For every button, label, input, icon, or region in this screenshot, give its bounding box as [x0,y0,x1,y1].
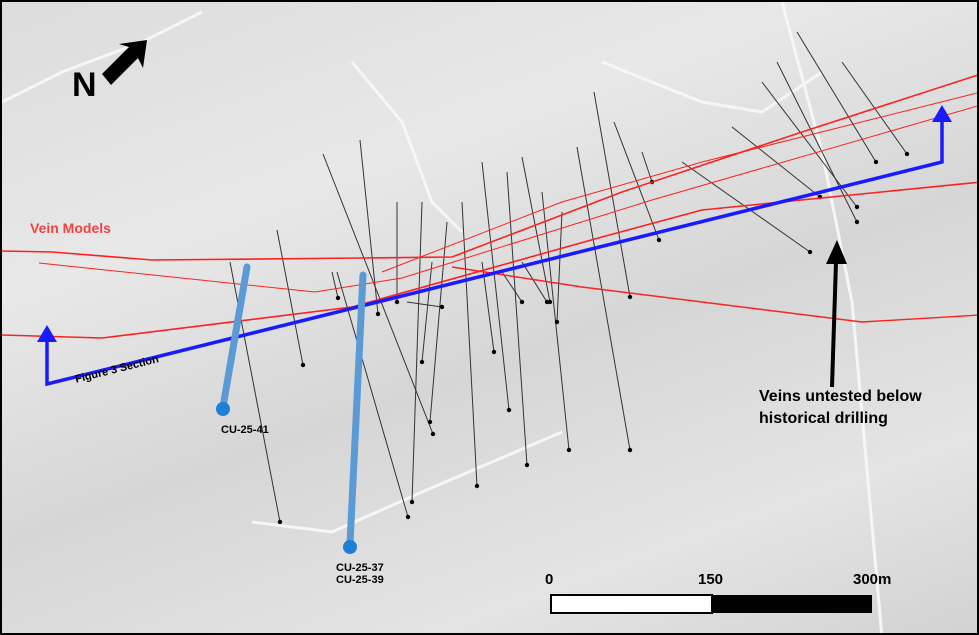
drill-trace-end [419,359,425,365]
drill-hole-cu-25-41 [216,263,251,416]
drill-trace [556,211,563,323]
drill-trace [276,229,304,366]
section-line [45,122,944,387]
drill-trace [322,153,434,435]
drill-hole-label-group: CU-25-37 CU-25-39 [336,562,384,586]
drill-trace-end [807,249,813,255]
scale-tick-label: 0 [545,571,554,588]
drill-trace-end [566,447,572,453]
drill-trace [521,156,551,303]
drill-trace-end [854,204,860,210]
drill-trace-end [474,483,480,489]
drill-hole-label: CU-25-39 [336,574,384,586]
drill-trace [521,261,548,303]
untested-arrow-icon [826,240,847,388]
terrain-ridge [251,430,563,534]
drill-trace-end [405,514,411,520]
annotation-line: Veins untested below [759,388,922,405]
untested-veins-annotation: Veins untested below historical drilling [759,386,922,430]
vein-line [38,105,977,293]
vein-models-label: Vein Models [30,220,111,236]
vein-line [381,92,977,273]
drill-trace-end [627,294,633,300]
drill-trace [331,271,339,299]
annotation-line: historical drilling [759,410,888,427]
drill-trace-end [554,319,560,325]
north-label: N [72,66,97,104]
drill-trace-end [335,295,341,301]
drill-trace-end [375,311,381,317]
drill-trace [411,201,423,503]
drill-trace [461,201,478,487]
terrain-relief [2,2,884,633]
drill-trace-end [873,159,879,165]
drill-trace [429,221,448,423]
drill-trace-end [394,299,400,305]
drill-trace-end [491,349,497,355]
drill-trace-end [854,219,860,225]
drill-trace-end [524,462,530,468]
drill-trace-end [409,499,415,505]
drill-trace-end [904,151,910,157]
section-arrowhead-right [932,105,952,122]
historical-drill-traces [229,31,910,525]
drill-trace [336,271,409,518]
drill-trace [731,126,821,198]
drill-hole-label: CU-25-37 [336,562,384,574]
scale-bar [550,594,872,614]
vein-line [451,266,977,323]
drill-trace-end [430,431,436,437]
north-arrow-icon [102,40,147,85]
drill-trace [506,171,528,466]
drill-trace-end [300,362,306,368]
terrain-ridge [780,2,884,633]
vein-line [2,181,977,339]
drill-trace [593,91,631,298]
drill-hole-label: CU-25-41 [221,424,269,436]
drill-trace-end [519,299,525,305]
drill-hole-cu-25-37 [343,271,367,554]
section-arrowhead-left [37,325,57,342]
drill-trace [406,301,443,308]
vein-line [2,74,977,261]
terrain-ridge [350,61,464,234]
drill-trace [359,139,379,315]
drill-trace-end [656,237,662,243]
drill-trace [481,161,510,411]
drill-trace-end [627,447,633,453]
drill-trace-end [544,299,550,305]
drill-trace [421,261,433,363]
drill-trace-end [427,419,433,425]
drill-trace [501,271,523,303]
scale-tick-label: 300m [853,571,892,588]
drill-trace-end [277,519,283,525]
vein-models [2,74,977,339]
terrain-ridge [2,10,203,104]
scale-tick-label: 150 [698,571,724,588]
drill-trace [796,31,877,163]
drill-trace-end [506,407,512,413]
drill-trace [576,146,631,451]
drill-trace-end [439,304,445,310]
drill-trace [681,161,811,253]
drill-trace [229,261,281,523]
